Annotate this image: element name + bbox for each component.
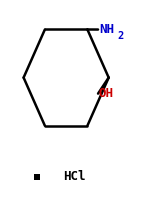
Text: 2: 2: [118, 31, 124, 40]
Text: OH: OH: [99, 87, 114, 100]
Text: NH: NH: [99, 23, 114, 36]
Text: HCl: HCl: [63, 170, 85, 183]
